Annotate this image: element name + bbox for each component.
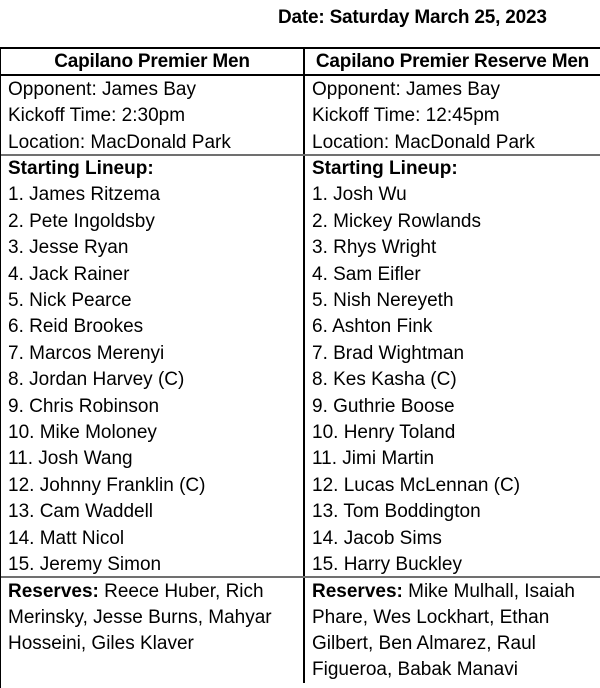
- player-line: 1. Josh Wu: [312, 184, 407, 206]
- player-line: 11. Josh Wang: [8, 448, 133, 470]
- player-line: 1. James Ritzema: [8, 184, 161, 206]
- player-line: 7. Brad Wightman: [312, 342, 465, 364]
- lineup-heading: Starting Lineup:: [8, 158, 154, 179]
- player-line: 8. Jordan Harvey (C): [8, 369, 185, 391]
- reserves-names: Mike Mulhall, Isaiah: [408, 581, 575, 602]
- player-line: 12. Johnny Franklin (C): [8, 474, 206, 496]
- player-line: 3. Jesse Ryan: [8, 237, 129, 259]
- reserves-line: Hosseini, Giles Klaver: [8, 633, 194, 654]
- player-line: 4. Jack Rainer: [8, 263, 130, 285]
- player-line: 11. Jimi Martin: [312, 448, 435, 470]
- opponent-line: Opponent: James Bay: [8, 79, 196, 100]
- player-line: 5. Nick Pearce: [8, 290, 132, 312]
- player-line: 4. Sam Eifler: [312, 263, 421, 285]
- player-line: 12. Lucas McLennan (C): [312, 474, 521, 496]
- reserves-line: Figueroa, Babak Manavi: [312, 659, 518, 680]
- player-line: 13. Cam Waddell: [8, 501, 154, 523]
- player-line: 14. Matt Nicol: [8, 527, 125, 549]
- reserves-line: Merinsky, Jesse Burns, Mahyar: [8, 607, 272, 628]
- player-line: 13. Tom Boddington: [312, 501, 481, 523]
- starting-lineup-row: Starting Lineup: 1. James Ritzema 2. Pet…: [1, 156, 600, 578]
- player-line: 2. Pete Ingoldsby: [8, 210, 155, 232]
- match-info-row: Opponent: James Bay Kickoff Time: 2:30pm…: [1, 76, 600, 156]
- date-heading: Date: Saturday March 25, 2023: [278, 7, 547, 28]
- player-line: 10. Mike Moloney: [8, 422, 157, 444]
- reserves-names: Reece Huber, Rich: [104, 581, 264, 602]
- starting-lineup-reserve: Starting Lineup: 1. Josh Wu 2. Mickey Ro…: [303, 156, 600, 576]
- reserves-line: Phare, Wes Lockhart, Ethan: [312, 607, 550, 628]
- player-line: 2. Mickey Rowlands: [312, 210, 481, 232]
- player-line: 7. Marcos Merenyi: [8, 342, 165, 364]
- kickoff-line: Kickoff Time: 12:45pm: [312, 105, 500, 127]
- player-line: 5. Nish Nereyeth: [312, 290, 454, 312]
- match-info-premier: Opponent: James Bay Kickoff Time: 2:30pm…: [1, 76, 303, 154]
- team-header-reserve: Capilano Premier Reserve Men: [303, 49, 600, 74]
- kickoff-line: Kickoff Time: 2:30pm: [8, 105, 186, 127]
- location-line: Location: MacDonald Park: [312, 131, 535, 153]
- reserves-label: Reserves:: [312, 581, 403, 602]
- schedule-table: Capilano Premier Men Capilano Premier Re…: [0, 47, 600, 688]
- team-header-row: Capilano Premier Men Capilano Premier Re…: [1, 49, 600, 76]
- opponent-line: Opponent: James Bay: [312, 79, 500, 100]
- lineup-heading: Starting Lineup:: [312, 158, 458, 179]
- player-line: 6. Reid Brookes: [8, 316, 144, 338]
- reserves-line: Reserves: Reece Huber, Rich: [8, 579, 299, 605]
- team-header-premier: Capilano Premier Men: [54, 50, 250, 72]
- reserves-reserve: Reserves: Mike Mulhall, Isaiah Phare, We…: [303, 578, 600, 683]
- starting-lineup-premier: Starting Lineup: 1. James Ritzema 2. Pet…: [1, 156, 303, 576]
- reserves-label: Reserves:: [8, 581, 99, 602]
- reserves-line: Gilbert, Ben Almarez, Raul: [312, 633, 536, 654]
- player-line: 14. Jacob Sims: [312, 527, 442, 549]
- player-line: 15. Harry Buckley: [312, 554, 462, 576]
- reserves-premier: Reserves: Reece Huber, Rich Merinsky, Je…: [1, 578, 303, 683]
- reserves-line: Reserves: Mike Mulhall, Isaiah: [312, 579, 596, 605]
- player-line: 6. Ashton Fink: [312, 316, 433, 338]
- location-line: Location: MacDonald Park: [8, 131, 231, 153]
- player-line: 9. Guthrie Boose: [312, 395, 455, 417]
- player-line: 8. Kes Kasha (C): [312, 369, 457, 391]
- player-line: 3. Rhys Wright: [312, 237, 437, 259]
- reserves-row: Reserves: Reece Huber, Rich Merinsky, Je…: [1, 578, 600, 683]
- player-line: 15. Jeremy Simon: [8, 554, 162, 576]
- player-line: 10. Henry Toland: [312, 422, 456, 444]
- match-info-reserve: Opponent: James Bay Kickoff Time: 12:45p…: [303, 76, 600, 154]
- player-line: 9. Chris Robinson: [8, 395, 160, 417]
